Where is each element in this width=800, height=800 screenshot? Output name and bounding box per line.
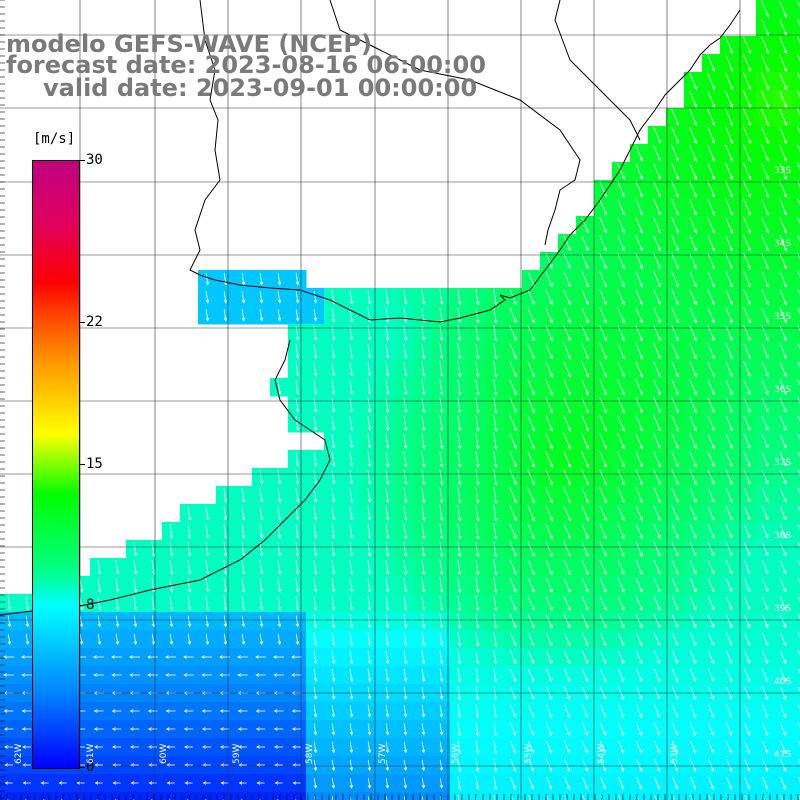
wind-speed-cell [792, 414, 800, 433]
wind-speed-cell [792, 774, 800, 793]
wind-speed-cell [792, 216, 800, 235]
wind-speed-cell [792, 252, 800, 271]
wind-speed-cell [792, 360, 800, 379]
wind-speed-cell [486, 792, 505, 800]
arrow-shaft [761, 0, 769, 18]
wind-speed-cell [792, 792, 800, 800]
wind-speed-cell [108, 792, 127, 800]
wind-speed-cell [792, 612, 800, 631]
arrow-head [765, 14, 770, 18]
wind-speed-cell [342, 792, 361, 800]
arrow-head [729, 50, 734, 54]
arrow-shaft [779, 0, 787, 18]
wind-speed-cell [792, 108, 800, 127]
wind-speed-cell [288, 792, 307, 800]
arrow-head [783, 14, 788, 18]
wind-speed-cell [792, 576, 800, 595]
wind-speed-cell [792, 522, 800, 541]
wind-speed-cell [792, 486, 800, 505]
wind-speed-cell [18, 792, 37, 800]
wind-speed-cell [792, 162, 800, 181]
wind-speed-cell [216, 792, 235, 800]
wind-speed-cell [576, 792, 595, 800]
wind-speed-cell [396, 792, 415, 800]
wind-arrow [779, 0, 788, 18]
wind-speed-cell [792, 342, 800, 361]
wind-speed-cell [450, 792, 469, 800]
wind-speed-cell [756, 792, 775, 800]
wind-speed-cell [792, 306, 800, 325]
wind-speed-cell [792, 450, 800, 469]
arrow-shaft [725, 36, 733, 54]
wind-speed-cell [792, 396, 800, 415]
wind-speed-cell [792, 468, 800, 487]
wind-speed-cell [720, 792, 739, 800]
wind-speed-cell [792, 144, 800, 163]
wind-arrow [761, 0, 770, 18]
wind-speed-cell [792, 720, 800, 739]
wind-speed-cell [594, 792, 613, 800]
wind-speed-cell [702, 792, 721, 800]
wind-speed-cell [270, 792, 289, 800]
wind-speed-cell [792, 756, 800, 775]
wind-arrow [725, 36, 734, 54]
wind-speed-cell [522, 792, 541, 800]
wind-speed-cell [792, 648, 800, 667]
arrow-shaft [797, 0, 800, 8]
wind-speed-cell [792, 54, 800, 73]
wind-speed-cell [792, 666, 800, 685]
wind-speed-cell [162, 792, 181, 800]
wind-speed-cell [792, 72, 800, 91]
wind-speed-cell [144, 792, 163, 800]
wind-speed-cell [630, 792, 649, 800]
wind-speed-cell [738, 792, 757, 800]
wind-speed-cell [792, 432, 800, 451]
wind-speed-cell [324, 792, 343, 800]
wind-speed-cell [792, 198, 800, 217]
wind-speed-cell [792, 36, 800, 55]
wind-speed-cell [792, 180, 800, 199]
wind-speed-cell [378, 792, 397, 800]
wind-speed-cell [126, 792, 145, 800]
wind-speed-cell [792, 630, 800, 649]
arrow-shaft [797, 18, 800, 26]
wind-speed-cell [540, 792, 559, 800]
wind-speed-cell [792, 0, 800, 19]
wind-speed-cell [792, 324, 800, 343]
wind-speed-cell [792, 288, 800, 307]
wind-speed-cell [792, 738, 800, 757]
wind-speed-cell [792, 504, 800, 523]
wind-speed-cell [36, 792, 55, 800]
wind-speed-cell [612, 792, 631, 800]
wind-speed-cell [792, 558, 800, 577]
wind-speed-cell [792, 90, 800, 109]
wind-speed-cell [504, 792, 523, 800]
wind-speed-cell [360, 792, 379, 800]
wind-speed-cell [72, 792, 91, 800]
wind-speed-cell [792, 270, 800, 289]
arrow-shaft [761, 18, 769, 36]
wind-arrows [3, 0, 800, 800]
wind-speed-cell [792, 126, 800, 145]
wind-speed-cell [252, 792, 271, 800]
wind-speed-cell [0, 792, 19, 800]
wind-speed-cell [666, 792, 685, 800]
wind-speed-cell [792, 378, 800, 397]
wind-speed-cell [234, 792, 253, 800]
wind-speed-cell [792, 18, 800, 37]
wind-speed-cell [90, 792, 109, 800]
wind-speed-cell [792, 702, 800, 721]
wind-arrow [797, 0, 800, 8]
wind-speed-cell [198, 792, 217, 800]
wind-arrow [797, 18, 800, 26]
wind-speed-cell [414, 792, 433, 800]
wind-speed-cell [468, 792, 487, 800]
wind-speed-cell [792, 234, 800, 253]
wind-speed-cell [774, 792, 793, 800]
wind-speed-cell [792, 594, 800, 613]
wind-speed-cell [648, 792, 667, 800]
wind-speed-cell [792, 540, 800, 559]
arrow-shaft [779, 18, 787, 36]
